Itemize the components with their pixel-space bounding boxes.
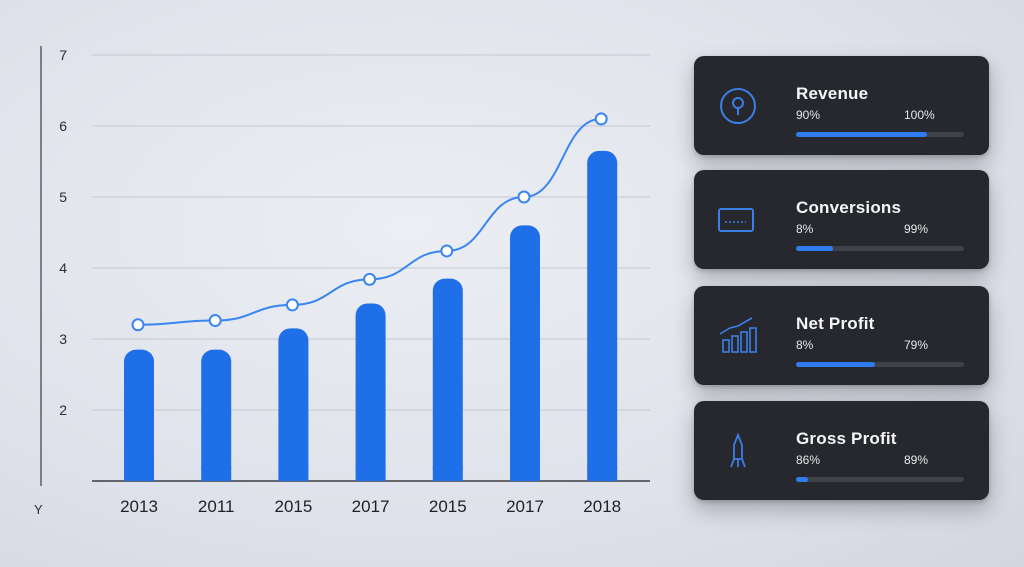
trend-point[interactable]: [363, 272, 377, 286]
progress-fill: [796, 246, 833, 251]
bar[interactable]: [124, 349, 154, 481]
progress-track: [796, 477, 964, 482]
bar-base: [278, 467, 309, 481]
progress-fill: [796, 362, 875, 367]
trend-point[interactable]: [285, 298, 299, 312]
bar[interactable]: [587, 150, 618, 481]
bar-base: [510, 467, 540, 481]
trend-point[interactable]: [594, 112, 608, 126]
panel-left-value: 86%: [796, 453, 821, 467]
bar[interactable]: [201, 349, 232, 481]
revenue-chart: 2 3 4 5 6 7 Y 2013 2011 2015 2017 2015 2017 2018: [34, 46, 650, 517]
trend-point[interactable]: [440, 244, 454, 258]
trend-line: [131, 112, 608, 332]
y-tick-label: 2: [59, 402, 67, 418]
y-tick-label: 5: [59, 189, 67, 205]
panel-left-value: 8%: [796, 222, 814, 236]
panel-right-value: 89%: [904, 453, 929, 467]
y-axis-label: Y: [34, 502, 43, 517]
conversions-panel[interactable]: Conversions 8% 99%: [694, 170, 989, 269]
progress-fill: [796, 477, 808, 482]
x-tick-label: 2015: [429, 497, 467, 516]
x-tick-label: 2011: [198, 497, 235, 516]
revenue-panel[interactable]: Revenue 90% 100%: [694, 56, 989, 155]
trend-point[interactable]: [131, 318, 145, 332]
panel-title: Conversions: [796, 198, 902, 217]
panel-left-value: 8%: [796, 338, 814, 352]
panel-title: Revenue: [796, 84, 869, 103]
bars: [124, 150, 618, 482]
panel-right-value: 99%: [904, 222, 929, 236]
x-tick-label: 2017: [352, 497, 390, 516]
x-tick-label: 2013: [120, 497, 158, 516]
bar-base: [201, 467, 232, 481]
bar-chart-icon: [719, 317, 757, 353]
y-tick-label: 6: [59, 118, 67, 134]
bar-base: [124, 467, 154, 481]
panel-right-value: 79%: [904, 338, 929, 352]
bar[interactable]: [432, 278, 463, 481]
x-tick-label: 2015: [274, 497, 312, 516]
progress-track: [796, 246, 964, 251]
bar[interactable]: [278, 328, 309, 481]
y-tick-label: 7: [59, 47, 67, 63]
gross-profit-panel[interactable]: Gross Profit 86% 89%: [694, 401, 989, 500]
panel-right-value: 100%: [904, 108, 935, 122]
bar-base: [355, 467, 386, 481]
x-tick-labels: 2013 2011 2015 2017 2015 2017 2018: [120, 497, 621, 516]
bar[interactable]: [355, 303, 386, 482]
grid-lines: [92, 54, 650, 411]
x-tick-label: 2017: [506, 497, 544, 516]
trend-point[interactable]: [208, 314, 222, 328]
bar-base: [432, 467, 463, 481]
rocket-icon: [730, 432, 746, 468]
panel-left-value: 90%: [796, 108, 821, 122]
y-tick-label: 3: [59, 331, 67, 347]
bar-base: [587, 467, 618, 481]
progress-track: [796, 362, 964, 367]
card-icon: [718, 208, 754, 232]
x-tick-label: 2018: [583, 497, 621, 516]
bar[interactable]: [510, 225, 540, 481]
progress-track: [796, 132, 964, 137]
progress-fill: [796, 132, 928, 137]
y-tick-label: 4: [59, 260, 67, 276]
trend-point[interactable]: [517, 190, 531, 204]
y-tick-labels: 2 3 4 5 6 7: [59, 47, 67, 418]
net-profit-panel[interactable]: Net Profit 8% 79%: [694, 286, 989, 385]
coin-icon: [720, 88, 756, 124]
panel-title: Gross Profit: [796, 429, 897, 448]
panel-title: Net Profit: [796, 314, 875, 333]
